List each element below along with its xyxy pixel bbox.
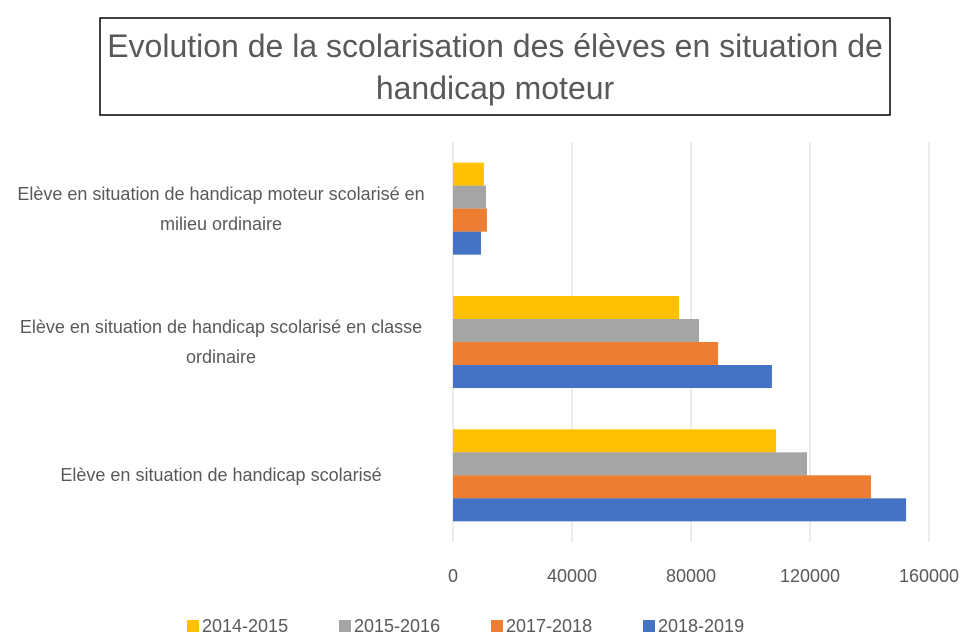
x-tick-label: 160000 (899, 566, 959, 586)
bar (453, 231, 481, 255)
legend-label: 2017-2018 (506, 616, 592, 635)
category-label-container: Elève en situation de handicap scolarisé… (19, 317, 423, 367)
legend-swatch (339, 620, 351, 632)
category-label-container: Elève en situation de handicap moteur sc… (17, 183, 425, 234)
x-tick-label: 40000 (547, 566, 597, 586)
chart-title: Evolution de la scolarisation des élèves… (107, 27, 883, 106)
bar (453, 342, 719, 365)
x-tick-label: 0 (448, 566, 458, 586)
y-tick-label: Elève en situation de handicap scolarisé (60, 465, 382, 486)
legend-swatch (187, 620, 199, 632)
bar (453, 319, 700, 342)
title-container: Evolution de la scolarisation des élèves… (107, 27, 883, 106)
bar (453, 162, 484, 186)
bar (453, 475, 871, 499)
y-tick-label: Elève en situation de handicap scolarisé… (19, 317, 423, 367)
legend-label: 2014-2015 (202, 616, 288, 635)
title-box (99, 17, 891, 116)
legend-label: 2018-2019 (658, 616, 744, 635)
bar (453, 208, 487, 232)
bar (453, 185, 487, 209)
bar (453, 365, 772, 388)
x-tick-label: 120000 (780, 566, 840, 586)
bar (453, 452, 808, 476)
x-tick-label: 80000 (666, 566, 716, 586)
y-tick-label: Elève en situation de handicap moteur sc… (17, 183, 425, 234)
legend-swatch (643, 620, 655, 632)
legend-swatch (491, 620, 503, 632)
bar (453, 429, 777, 453)
legend-label: 2015-2016 (354, 616, 440, 635)
category-label-container: Elève en situation de handicap scolarisé (60, 465, 382, 486)
bar (453, 498, 907, 522)
bar (453, 296, 680, 319)
